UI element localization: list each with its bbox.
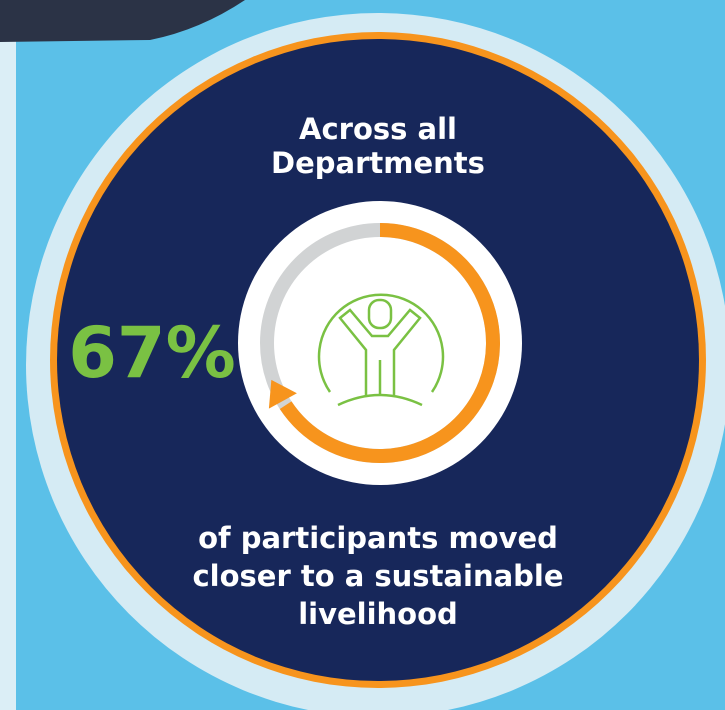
- title-line: Departments: [271, 146, 485, 180]
- title-line: Across all: [299, 112, 457, 146]
- caption-line: of participants moved: [198, 521, 558, 555]
- photo-edge: [0, 0, 245, 42]
- progress-layer: [268, 223, 500, 463]
- left-strip: [0, 0, 16, 710]
- progress-arrowhead: [268, 379, 297, 409]
- inner-disc: [238, 201, 522, 485]
- caption-line: closer to a sustainable: [192, 559, 563, 593]
- progress-arc: [279, 223, 500, 463]
- caption-line: livelihood: [298, 597, 458, 631]
- stat-label: 67%: [68, 312, 236, 394]
- person-icon: [317, 293, 445, 407]
